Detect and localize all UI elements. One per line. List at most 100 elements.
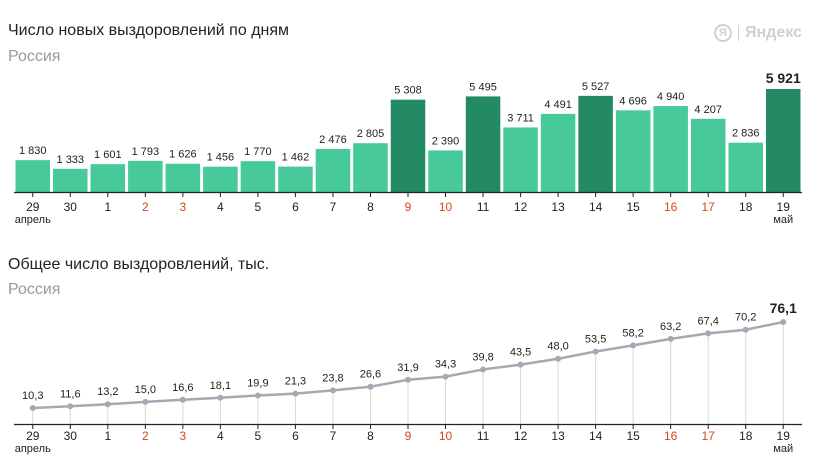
point-value-label: 67,4 [697,315,718,327]
x-tick-label: 30 [64,429,78,443]
line-chart-subtitle: Россия [8,281,61,298]
bar-value-label: 4 207 [694,104,722,116]
x-tick-label: 13 [551,429,565,443]
bar [653,106,688,192]
x-tick-label: 10 [439,200,453,214]
bar [353,143,388,192]
point-value-label: 58,2 [622,327,643,339]
bar [15,160,51,192]
data-point [667,335,674,342]
x-tick-label: 10 [439,429,453,443]
point-value-label: 18,1 [210,380,231,392]
data-point [329,387,336,394]
bar-value-label: 2 476 [319,134,347,146]
data-point [705,330,712,337]
month-label: май [773,443,793,455]
x-tick-label: 12 [514,200,528,214]
data-point [555,355,562,362]
bar [615,110,651,192]
x-tick-label: 19 [777,200,791,214]
brand-logo: Я Яндекс [714,22,802,44]
bar-value-label: 1 830 [19,145,47,157]
bar-value-label: 5 921 [766,70,801,86]
data-point [742,326,749,333]
bar-chart-title: Число новых выздоровлений по дням [8,22,290,39]
x-tick-label: 9 [405,429,412,443]
x-tick-label: 6 [292,200,299,214]
point-value-label: 39,8 [472,351,493,363]
bar-value-label: 1 462 [282,152,310,164]
data-point [780,319,787,325]
x-tick-label: 15 [626,200,640,214]
month-label: апрель [15,443,51,455]
brand-divider [738,25,739,41]
x-tick-label: 15 [626,429,640,443]
bar-value-label: 1 626 [169,149,197,161]
bar [765,89,801,192]
x-tick-label: 11 [477,200,490,214]
bar-value-label: 2 836 [732,128,760,140]
bar-value-label: 4 696 [619,95,647,107]
bar [503,127,538,192]
bar-value-label: 2 805 [357,128,385,140]
bar-value-label: 1 333 [57,154,85,166]
bar [390,99,426,192]
x-tick-label: 13 [551,200,565,214]
bar-value-label: 5 308 [394,85,422,97]
point-value-label: 23,8 [322,372,343,384]
bar [540,113,576,192]
bar-value-label: 1 793 [132,146,160,158]
data-point [592,348,599,355]
data-point [217,394,224,401]
x-tick-label: 11 [477,429,490,443]
bar [203,166,238,192]
x-tick-label: 18 [739,429,753,443]
yandex-logo-icon: Я [714,24,732,42]
x-tick-label: 14 [589,429,603,443]
x-tick-label: 2 [142,429,149,443]
x-tick-label: 14 [589,200,603,214]
point-value-label: 63,2 [660,321,681,333]
point-value-label: 13,2 [97,386,118,398]
data-point [517,361,524,368]
point-value-label: 76,1 [770,300,797,316]
brand-name: Яндекс [745,24,802,41]
x-tick-label: 3 [180,200,187,214]
bar [128,160,163,192]
bar-value-label: 1 456 [207,152,235,164]
bar [278,166,313,192]
bar-value-label: 4 940 [657,91,685,103]
data-point [442,373,449,380]
x-tick-label: 29 [26,200,40,214]
point-value-label: 11,6 [60,388,81,400]
point-value-label: 70,2 [735,312,756,324]
bar [53,168,88,192]
bar [315,148,351,192]
x-tick-label: 9 [405,200,412,214]
data-point [67,403,74,410]
x-tick-label: 18 [739,200,753,214]
point-value-label: 15,0 [135,384,156,396]
data-point [142,398,149,405]
bar [728,142,763,192]
point-value-label: 21,3 [285,376,306,388]
data-point [480,366,487,373]
bar-value-label: 5 527 [582,81,610,93]
x-tick-label: 19 [777,429,791,443]
x-tick-label: 4 [217,200,224,214]
x-tick-label: 8 [367,429,374,443]
point-value-label: 43,5 [510,347,531,359]
x-tick-label: 2 [142,200,149,214]
x-tick-label: 1 [104,200,111,214]
bar [690,118,726,192]
x-tick-label: 17 [702,200,716,214]
data-point [104,401,111,408]
point-value-label: 53,5 [585,334,606,346]
data-point [405,376,411,383]
bar-value-label: 3 711 [507,112,534,124]
bar-value-label: 2 390 [432,135,460,147]
x-tick-label: 6 [292,429,299,443]
bar [240,161,276,192]
